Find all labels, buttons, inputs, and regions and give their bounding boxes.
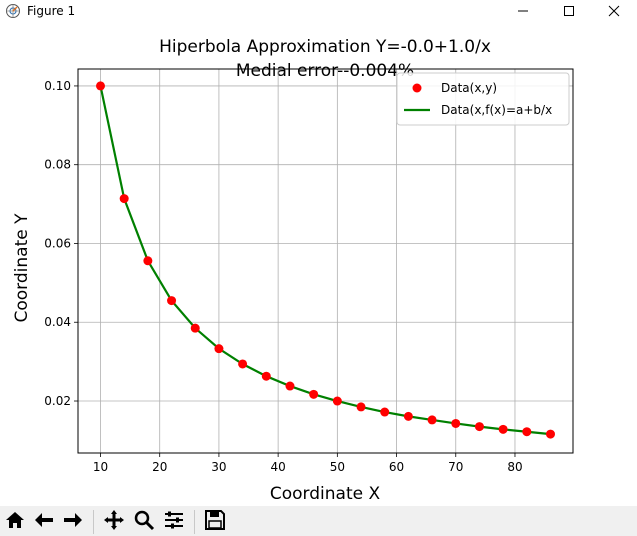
back-arrow-icon — [33, 509, 55, 535]
x-tick-label: 70 — [448, 460, 463, 474]
legend: Data(x,y) Data(x,f(x)=a+b/x — [396, 72, 570, 126]
data-point — [522, 427, 532, 437]
legend-label: Data(x,f(x)=a+b/x — [441, 103, 552, 117]
close-icon — [608, 2, 620, 21]
x-tick-label: 80 — [507, 460, 522, 474]
data-point — [356, 402, 366, 412]
x-axis-label: Coordinate X — [270, 484, 381, 504]
hyperbola-chart: Hiperbola Approximation Y=-0.0+1.0/x Med… — [12, 37, 574, 504]
configure-subplots-button[interactable] — [161, 509, 187, 535]
x-tick-label: 10 — [93, 460, 108, 474]
back-button[interactable] — [31, 509, 57, 535]
chart-title: Hiperbola Approximation Y=-0.0+1.0/x — [159, 37, 491, 57]
data-point — [498, 424, 508, 434]
y-tick-label: 0.06 — [44, 236, 71, 250]
zoom-button[interactable] — [131, 509, 157, 535]
navigation-toolbar — [0, 506, 637, 536]
y-tick-label: 0.08 — [44, 158, 71, 172]
data-point — [167, 296, 177, 306]
ticks-layer: 10 20 30 40 50 60 70 80 0.02 0.04 0.06 0.08 0.10 — [44, 79, 522, 474]
window-title: Figure 1 — [27, 4, 76, 18]
data-point — [451, 418, 461, 428]
pan-icon — [103, 509, 125, 535]
series-layer — [96, 81, 555, 439]
legend-box — [396, 72, 570, 126]
x-tick-label: 60 — [389, 460, 404, 474]
configure-subplots-icon — [163, 509, 185, 535]
legend-label: Data(x,y) — [441, 81, 497, 95]
chart-subtitle: Medial error--0.004% — [236, 61, 414, 81]
fit-line — [99, 85, 551, 436]
data-point — [238, 359, 248, 369]
data-point — [427, 415, 437, 425]
toolbar-separator — [194, 510, 195, 534]
axes-frame — [77, 68, 574, 454]
window-titlebar: Figure 1 — [0, 0, 637, 22]
data-point — [143, 256, 153, 266]
figure-app-icon — [5, 3, 21, 19]
x-tick-label: 50 — [330, 460, 345, 474]
y-tick-label: 0.10 — [44, 79, 71, 93]
close-button[interactable] — [591, 0, 637, 22]
home-button[interactable] — [2, 509, 28, 535]
forward-arrow-icon — [62, 509, 84, 535]
data-point — [474, 422, 484, 432]
data-point — [332, 396, 342, 406]
x-tick-label: 40 — [270, 460, 285, 474]
save-icon — [204, 509, 226, 535]
data-point — [96, 81, 105, 91]
maximize-icon — [563, 2, 575, 21]
data-point — [261, 371, 271, 381]
maximize-button[interactable] — [546, 0, 592, 22]
data-point — [546, 429, 555, 439]
forward-button[interactable] — [60, 509, 86, 535]
data-point — [214, 344, 224, 354]
data-point — [190, 323, 200, 333]
legend-marker — [412, 83, 422, 93]
data-point — [380, 407, 390, 417]
data-point — [119, 194, 129, 204]
y-tick-label: 0.02 — [44, 394, 71, 408]
x-tick-label: 20 — [152, 460, 167, 474]
pan-button[interactable] — [101, 509, 127, 535]
zoom-icon — [133, 509, 155, 535]
data-point — [309, 389, 319, 399]
data-point — [403, 411, 413, 421]
data-point — [285, 381, 295, 391]
toolbar-separator — [93, 510, 94, 534]
minimize-button[interactable] — [500, 0, 546, 22]
y-axis-label: Coordinate Y — [12, 213, 32, 323]
home-icon — [4, 509, 26, 535]
figure-canvas[interactable]: Hiperbola Approximation Y=-0.0+1.0/x Med… — [0, 22, 637, 506]
x-tick-label: 30 — [211, 460, 226, 474]
y-tick-label: 0.04 — [44, 315, 71, 329]
minimize-icon — [517, 2, 529, 21]
save-button[interactable] — [202, 509, 228, 535]
